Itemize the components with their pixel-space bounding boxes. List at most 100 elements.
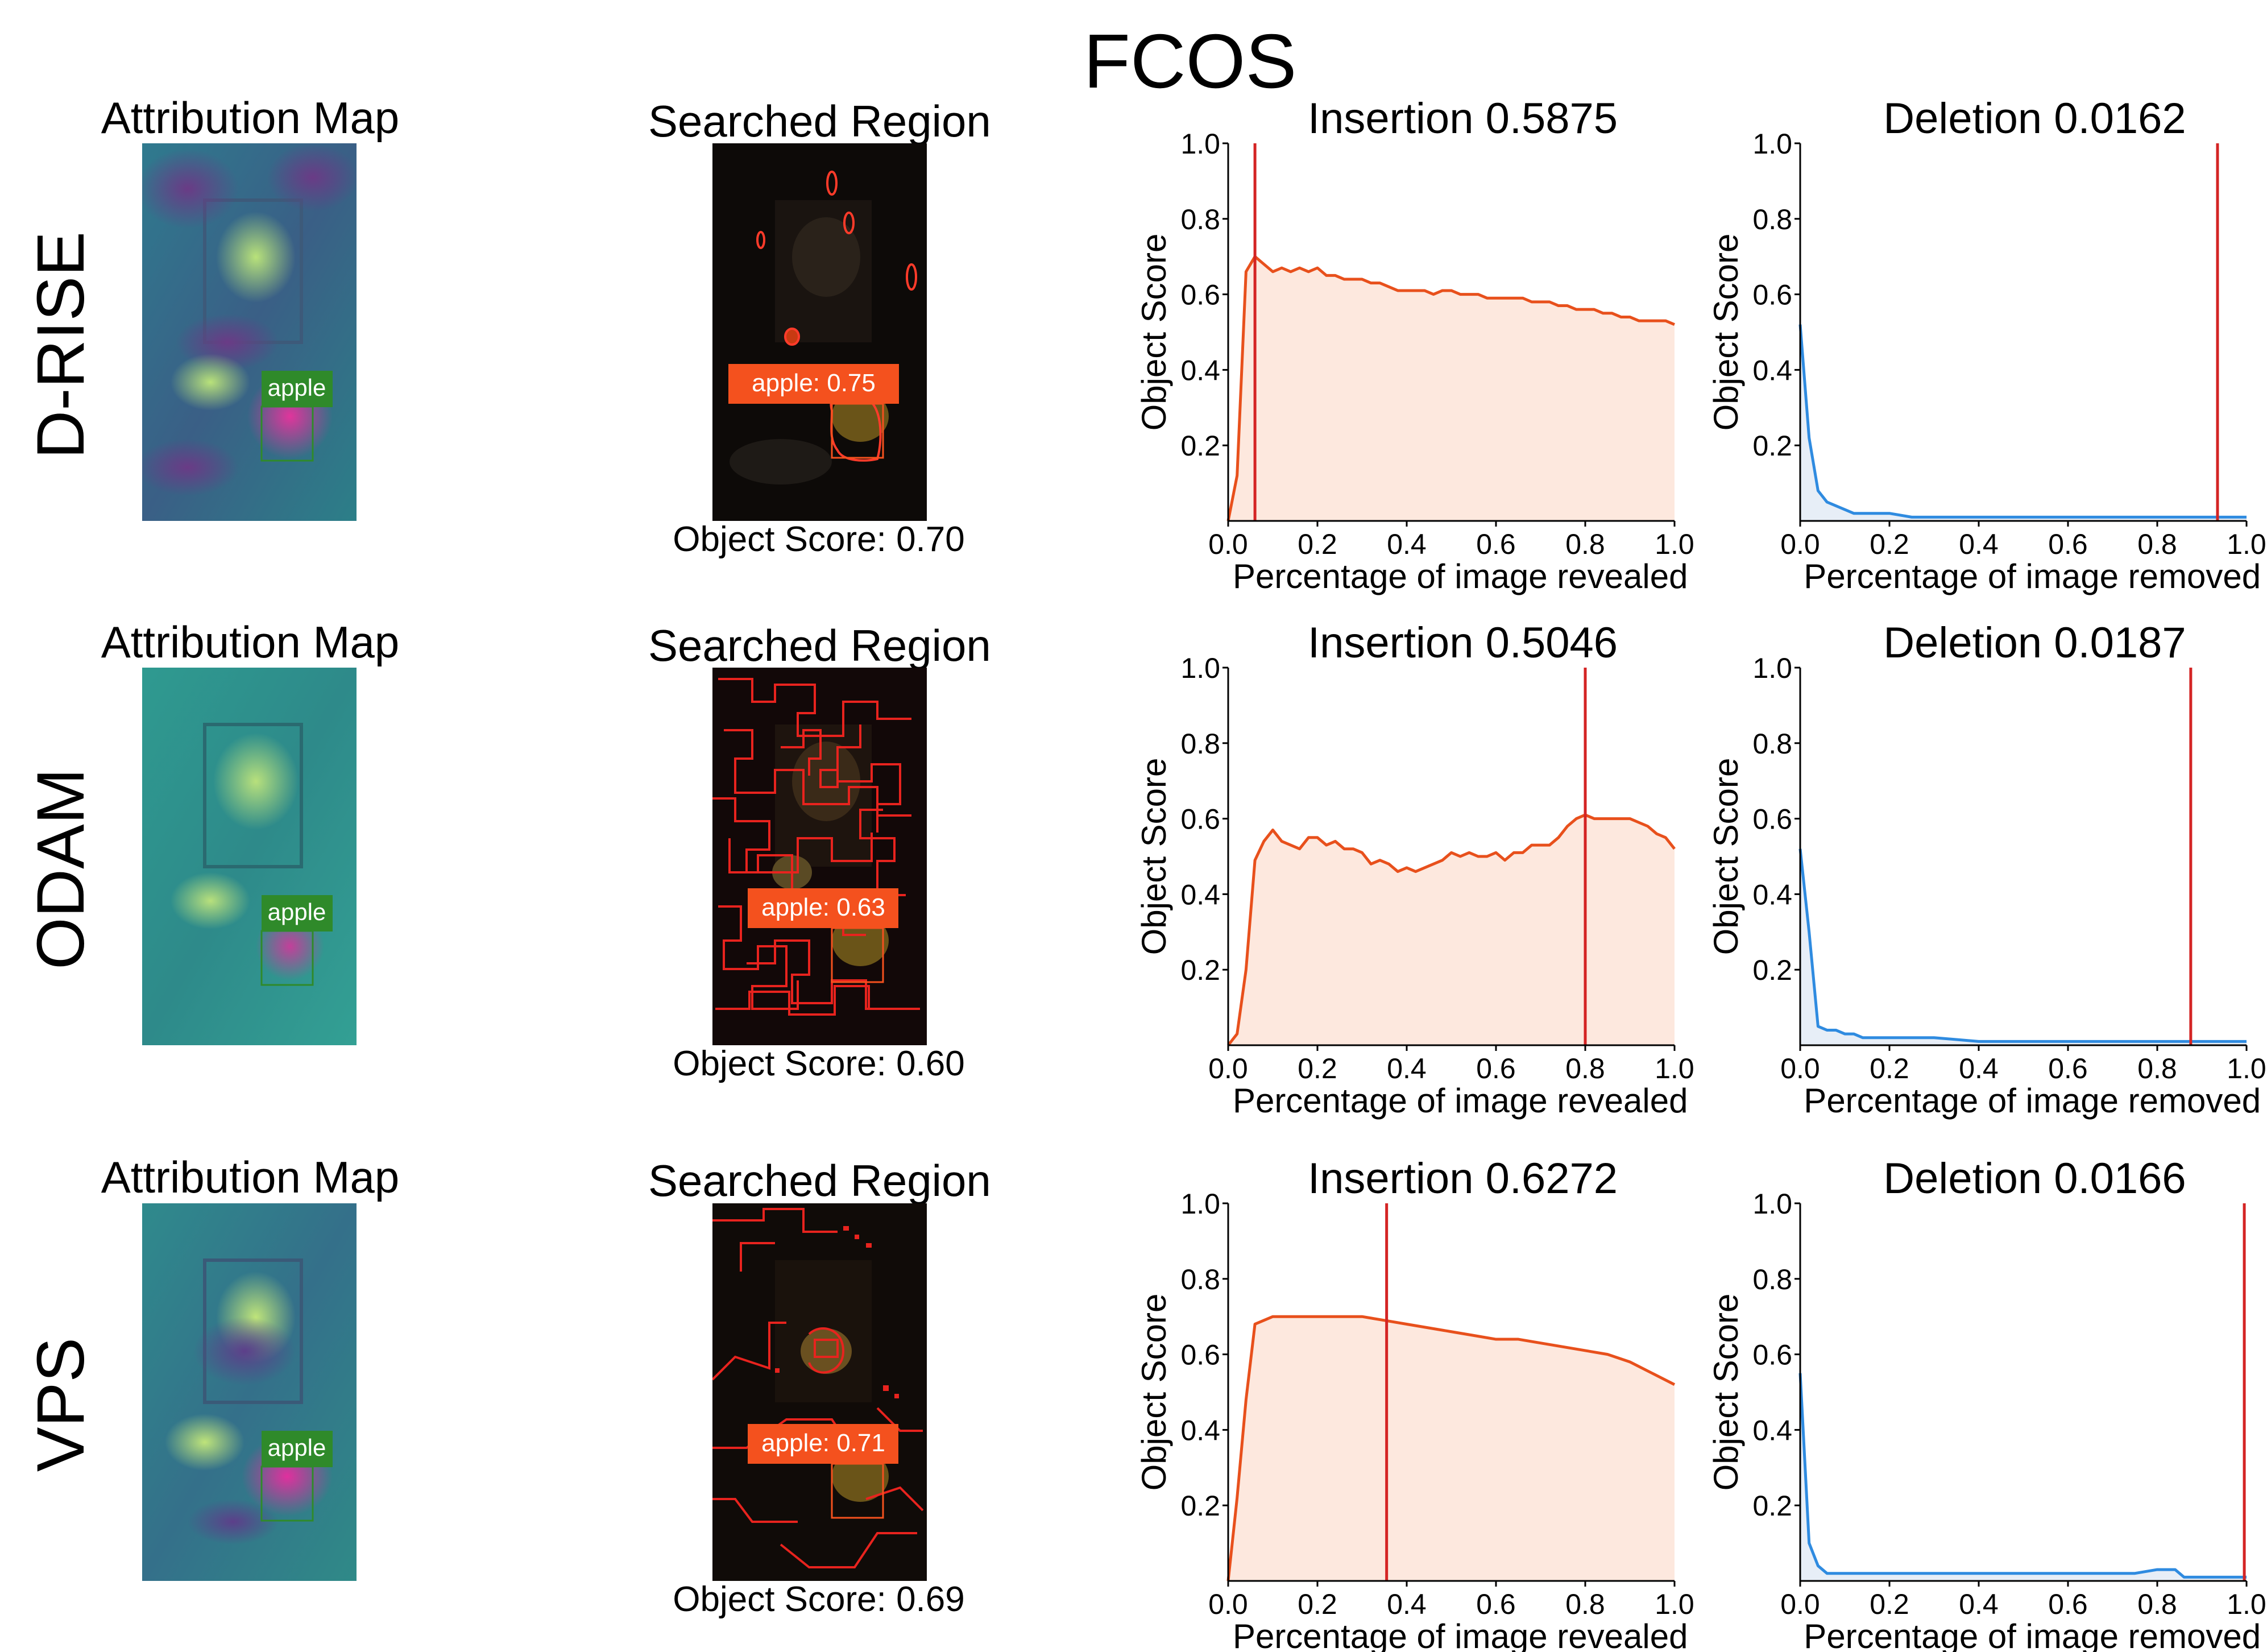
x-tick-label: 0.0	[1780, 1053, 1820, 1084]
x-tick-label: 0.0	[1780, 1588, 1820, 1620]
x-axis-label: Percentage of image removed	[1804, 1082, 2261, 1120]
x-tick-label: 0.8	[2137, 1053, 2177, 1084]
y-tick-label: 0.2	[1752, 1490, 1792, 1522]
y-tick-label: 0.8	[1752, 728, 1792, 760]
x-tick-label: 0.4	[1959, 1588, 1999, 1620]
attribution-title: Attribution Map	[101, 1152, 400, 1202]
y-axis-label: Object Score	[1707, 234, 1745, 431]
deletion-curve	[1798, 324, 2247, 519]
x-tick-label: 1.0	[1655, 1053, 1694, 1084]
y-axis-label: Object Score	[1707, 1294, 1745, 1491]
y-tick-label: 0.8	[1752, 204, 1792, 235]
x-tick-label: 0.0	[1780, 528, 1820, 560]
y-tick-label: 0.6	[1752, 1339, 1792, 1371]
x-tick-label: 0.8	[1565, 528, 1605, 560]
attribution-map-image: apple	[142, 1203, 357, 1581]
x-axis-label: Percentage of image removed	[1804, 1617, 2261, 1652]
x-tick-label: 0.6	[2048, 528, 2088, 560]
y-tick-label: 0.6	[1180, 279, 1220, 311]
y-tick-label: 0.8	[1180, 728, 1220, 760]
x-tick-label: 0.2	[1870, 528, 1909, 560]
attribution-map-image: apple	[142, 143, 357, 521]
x-tick-label: 1.0	[2227, 1053, 2266, 1084]
chart-title: Insertion 0.5875	[1308, 94, 1618, 143]
x-tick-label: 0.4	[1387, 1588, 1427, 1620]
insertion-curve	[1226, 255, 1675, 521]
x-tick-label: 1.0	[1655, 1588, 1694, 1620]
y-tick-label: 0.6	[1180, 804, 1220, 835]
curve-area-fill	[1228, 814, 1675, 1045]
y-tick-label: 1.0	[1180, 1188, 1220, 1220]
y-axis-label: Object Score	[1135, 1294, 1173, 1491]
x-tick-label: 0.4	[1387, 528, 1427, 560]
x-tick-label: 0.0	[1208, 1588, 1248, 1620]
searched-detection-label: apple: 0.71	[761, 1429, 885, 1457]
curve-area-fill	[1228, 256, 1675, 521]
y-tick-label: 0.6	[1180, 1339, 1220, 1371]
y-tick-label: 1.0	[1752, 1188, 1792, 1220]
insertion-curve	[1227, 813, 1676, 1046]
x-tick-label: 0.4	[1959, 1053, 1999, 1084]
y-tick-label: 1.0	[1180, 128, 1220, 160]
x-axis-label: Percentage of image revealed	[1233, 1082, 1688, 1120]
attribution-map-image: apple	[142, 668, 357, 1045]
y-tick-label: 0.6	[1752, 804, 1792, 835]
x-tick-label: 0.0	[1208, 528, 1248, 560]
y-tick-label: 0.4	[1180, 354, 1220, 386]
insertion-curve	[1226, 1315, 1676, 1581]
x-tick-label: 0.4	[1959, 528, 1999, 560]
detection-label: apple	[268, 1434, 326, 1461]
y-tick-label: 0.4	[1180, 1414, 1220, 1446]
y-tick-label: 0.4	[1752, 879, 1792, 910]
x-tick-label: 0.8	[1565, 1053, 1605, 1084]
y-tick-label: 0.2	[1180, 1490, 1220, 1522]
x-tick-label: 0.2	[1870, 1053, 1909, 1084]
searched-region-image: apple: 0.71	[712, 1203, 927, 1581]
curve-area-fill	[1800, 848, 2247, 1045]
x-tick-label: 0.6	[1476, 528, 1516, 560]
attribution-title: Attribution Map	[101, 617, 400, 667]
chart-title: Deletion 0.0162	[1883, 94, 2186, 143]
curve-area-fill	[1800, 1373, 2247, 1581]
x-tick-label: 0.6	[1476, 1588, 1516, 1620]
searched-region-image: apple: 0.63	[712, 668, 927, 1045]
y-tick-label: 0.4	[1752, 1414, 1792, 1446]
searched-detection-label: apple: 0.75	[752, 369, 876, 397]
y-tick-label: 0.2	[1180, 430, 1220, 462]
y-tick-label: 0.8	[1180, 1264, 1220, 1295]
x-axis-label: Percentage of image revealed	[1233, 1617, 1688, 1652]
y-tick-label: 1.0	[1752, 128, 1792, 160]
object-score-caption: Object Score: 0.70	[673, 520, 965, 559]
deletion-curve	[1798, 848, 2247, 1043]
object-score-caption: Object Score: 0.69	[673, 1580, 965, 1619]
x-tick-label: 1.0	[2227, 1588, 2266, 1620]
searched-detection-label: apple: 0.63	[761, 893, 885, 921]
detection-label: apple	[268, 899, 326, 925]
x-tick-label: 0.2	[1298, 528, 1337, 560]
y-tick-label: 0.4	[1752, 354, 1792, 386]
chart-title: Deletion 0.0166	[1883, 1154, 2186, 1203]
y-tick-label: 0.4	[1180, 879, 1220, 910]
attribution-title: Attribution Map	[101, 93, 400, 143]
y-tick-label: 1.0	[1752, 652, 1792, 684]
y-tick-label: 1.0	[1180, 652, 1220, 684]
x-tick-label: 0.8	[1565, 1588, 1605, 1620]
x-tick-label: 0.6	[1476, 1053, 1516, 1084]
x-tick-label: 0.8	[2137, 1588, 2177, 1620]
x-tick-label: 0.0	[1208, 1053, 1248, 1084]
curve-area-fill	[1800, 324, 2247, 521]
detection-label: apple	[268, 374, 326, 401]
x-tick-label: 0.8	[2137, 528, 2177, 560]
y-axis-label: Object Score	[1707, 758, 1745, 955]
x-tick-label: 1.0	[2227, 528, 2266, 560]
searched-region-image: apple: 0.75	[712, 143, 927, 521]
deletion-curve	[1798, 1373, 2247, 1579]
y-tick-label: 0.8	[1180, 204, 1220, 235]
object-score-caption: Object Score: 0.60	[673, 1044, 965, 1083]
y-tick-label: 0.2	[1752, 954, 1792, 986]
searched-region-title: Searched Region	[648, 96, 991, 146]
y-tick-label: 0.2	[1180, 954, 1220, 986]
y-axis-label: Object Score	[1135, 234, 1173, 431]
x-axis-label: Percentage of image removed	[1804, 557, 2261, 595]
